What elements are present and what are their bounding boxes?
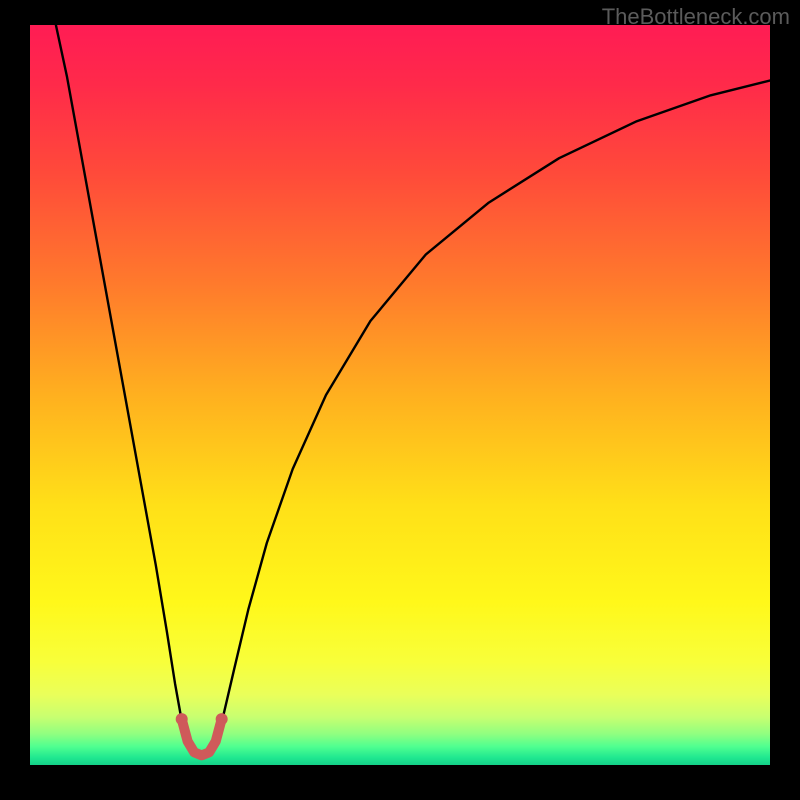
trough-end-dot-right — [216, 713, 228, 725]
chart-frame: TheBottleneck.com — [0, 0, 800, 800]
bottleneck-curve-chart — [30, 25, 770, 765]
trough-end-dot-left — [176, 713, 188, 725]
gradient-background — [30, 25, 770, 765]
plot-area — [30, 25, 770, 765]
watermark-text: TheBottleneck.com — [602, 4, 790, 30]
